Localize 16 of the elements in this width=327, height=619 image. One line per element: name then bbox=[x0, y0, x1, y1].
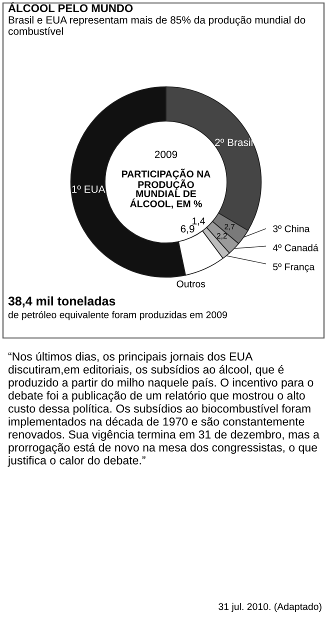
text: de petróleo equivalente foram produzidas em 2009 bbox=[8, 311, 227, 320]
slice-label: 3º China bbox=[273, 225, 310, 232]
slice-label: 5º França bbox=[273, 263, 315, 272]
text: “Nos últimos dias, os principais jornais dos EUA discutiram,em editoriais, os subsídios ao álcool, que é produzido a partir do milho naquele país. O incentivo para o debate foi a publicação de um relatório que mostrou o alto custo dessa política. Os subsídios ao biocombustível foram implementados na década de 1970 e são constantemente renovados. Sua vigência termina em 31 de dezembro, mas a prorrogação está de novo na mesa dos congressistas, o que justifica o calor do debate.” bbox=[8, 352, 320, 467]
chart-title: ÁLCOOL PELO MUNDO bbox=[8, 2, 133, 12]
text: PARTICIPAÇÃO NA PRODUÇÃO MUNDIAL DE ÁLCOOL, EM % bbox=[122, 168, 210, 209]
data-label: 6,9 bbox=[180, 225, 194, 234]
text: 38,4 mil toneladas bbox=[8, 296, 116, 308]
slice-label: 1º EUA bbox=[72, 185, 106, 193]
slice-label: 4º Canadá bbox=[272, 244, 318, 252]
chart-subtitle: Brasil e EUA representam mais de 85% da produção mundial do combustível bbox=[8, 16, 306, 35]
data-label: 1,4 bbox=[192, 218, 206, 226]
slice-label: Outros bbox=[176, 280, 206, 288]
slice-label: 2º Brasil bbox=[215, 138, 252, 146]
text: 2009 bbox=[154, 150, 178, 158]
text: 31 jul. 2010. (Adaptado) bbox=[218, 602, 322, 612]
